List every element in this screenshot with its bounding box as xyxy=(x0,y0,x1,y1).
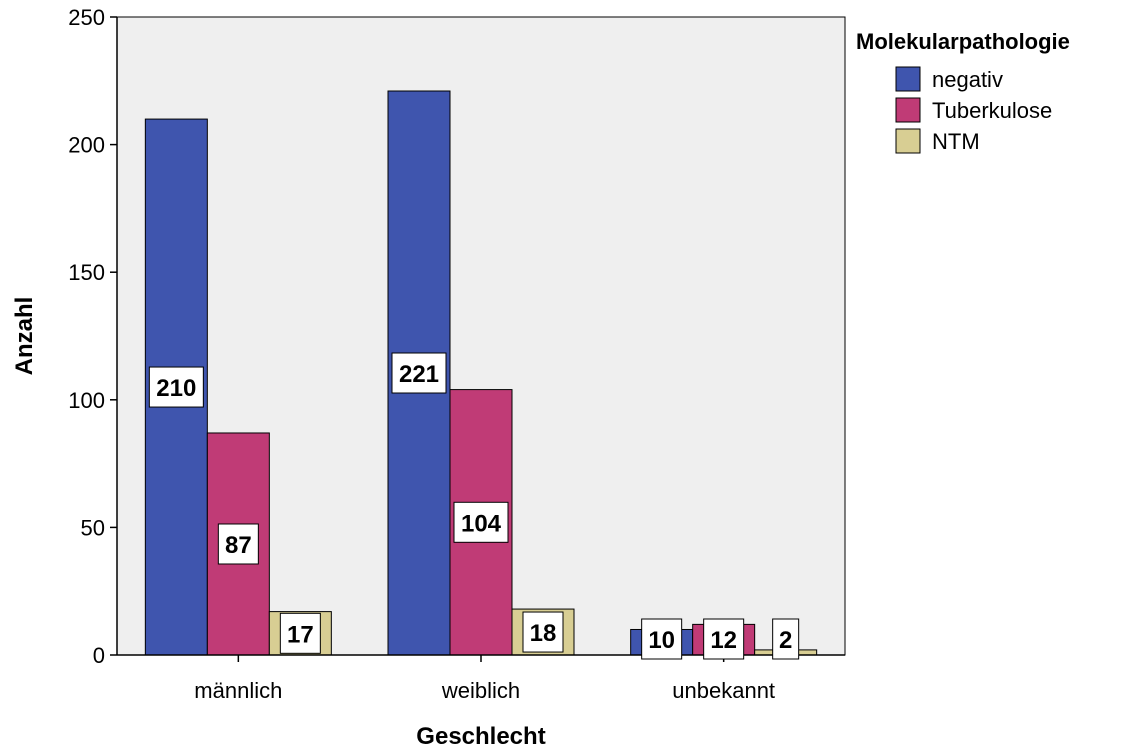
legend-swatch-negativ xyxy=(895,66,921,92)
data-label: 87 xyxy=(225,532,252,559)
data-label: 2 xyxy=(779,627,792,654)
x-axis-ticks: männlich weiblich unbekannt xyxy=(194,655,775,703)
y-tick-label: 250 xyxy=(68,5,105,30)
legend: negativ Tuberkulose NTM xyxy=(895,66,1052,154)
data-label-box xyxy=(453,501,509,543)
data-label-box xyxy=(217,523,259,565)
data-label: 10 xyxy=(648,627,675,654)
legend-label-ntm: NTM xyxy=(932,129,980,154)
x-axis-title: Geschlecht xyxy=(416,723,545,749)
data-label-box xyxy=(391,352,447,394)
y-tick-label: 50 xyxy=(81,515,105,540)
x-tick-label: unbekannt xyxy=(672,678,775,703)
y-tick-label: 200 xyxy=(68,133,105,158)
data-label: 104 xyxy=(461,510,502,537)
data-label: 17 xyxy=(287,621,314,648)
legend-label-tuberkulose: Tuberkulose xyxy=(932,98,1052,123)
data-label: 18 xyxy=(530,620,557,647)
y-tick-label: 0 xyxy=(93,643,105,668)
y-axis-title: Anzahl xyxy=(11,297,38,376)
y-tick-label: 100 xyxy=(68,388,105,413)
legend-swatch-ntm xyxy=(895,128,921,154)
y-axis-ticks: 0 50 100 150 200 250 xyxy=(68,5,117,668)
y-tick-label: 150 xyxy=(68,260,105,285)
data-label-box xyxy=(522,611,564,653)
data-label-box xyxy=(703,618,745,660)
x-tick-label: weiblich xyxy=(441,678,520,703)
data-label: 210 xyxy=(156,375,196,402)
data-label-box xyxy=(148,366,204,408)
data-label-box xyxy=(279,612,321,654)
x-tick-label: männlich xyxy=(194,678,282,703)
data-label: 221 xyxy=(399,361,439,388)
data-label-box xyxy=(641,618,683,660)
legend-label-negativ: negativ xyxy=(932,67,1003,92)
data-label: 12 xyxy=(710,627,737,654)
legend-swatch-tuberkulose xyxy=(895,97,921,123)
data-label-box xyxy=(772,618,800,660)
data-labels: 210 87 17 221 104 18 10 12 2 xyxy=(148,352,800,660)
legend-title: Molekularpathologie xyxy=(856,29,1070,54)
